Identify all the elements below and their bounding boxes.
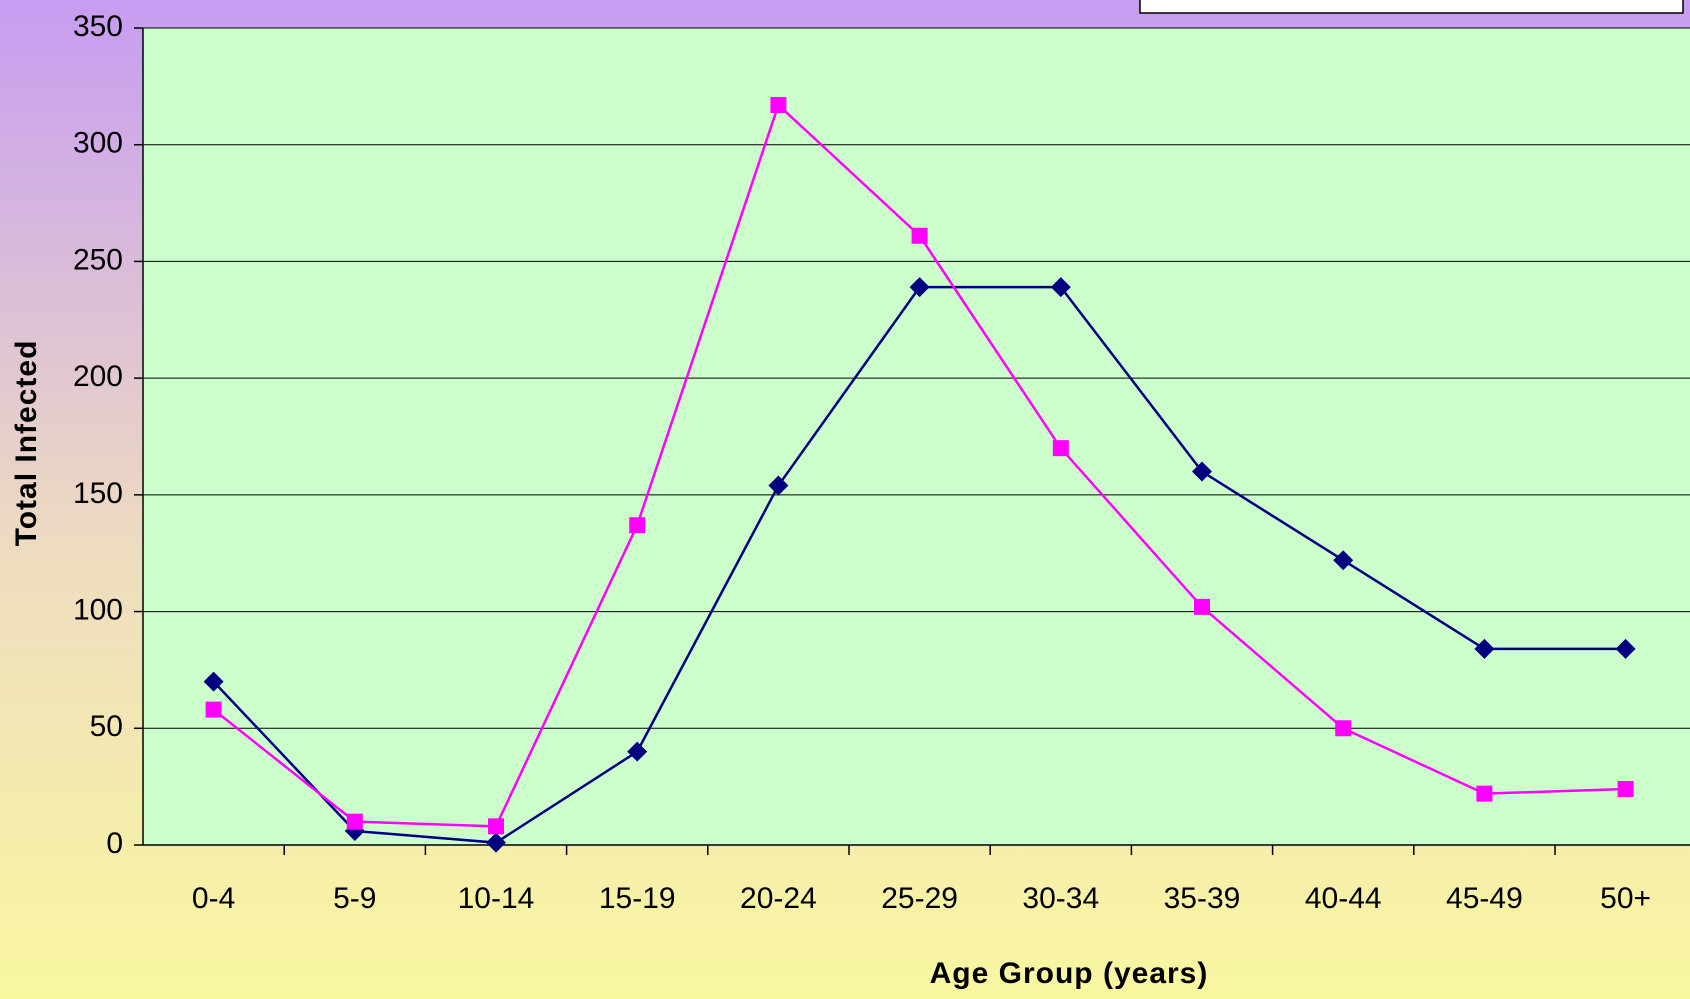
x-tick-label: 10-14 <box>458 882 535 915</box>
y-tick-label: 100 <box>73 593 123 626</box>
series-layer <box>203 97 1636 853</box>
x-tick-label: 30-34 <box>1022 882 1099 915</box>
marker-diamond <box>768 475 789 496</box>
marker-diamond <box>909 277 930 298</box>
y-tick-label: 50 <box>90 710 123 743</box>
y-tick-label: 0 <box>106 827 123 860</box>
marker-square <box>346 813 363 830</box>
legend-box <box>1139 0 1684 14</box>
x-tick-label: 40-44 <box>1305 882 1382 915</box>
y-tick-label: 200 <box>73 360 123 393</box>
x-tick-label: 0-4 <box>192 882 235 915</box>
marker-square <box>1052 440 1069 457</box>
plot-area <box>143 28 1690 845</box>
marker-diamond <box>1192 461 1212 482</box>
marker-square <box>770 97 787 114</box>
marker-diamond <box>1333 550 1354 571</box>
x-tick-label: 25-29 <box>881 882 958 915</box>
x-tick-label: 35-39 <box>1164 882 1241 915</box>
marker-diamond <box>1474 638 1495 659</box>
marker-square <box>1617 780 1634 797</box>
marker-square <box>1194 598 1210 615</box>
marker-diamond <box>1615 638 1636 659</box>
marker-square <box>911 227 928 244</box>
x-tick-label: 45-49 <box>1446 882 1523 915</box>
marker-square <box>1476 785 1493 802</box>
x-axis-title: Age Group (years) <box>930 957 1209 990</box>
marker-square <box>1335 720 1352 737</box>
marker-square <box>205 701 222 718</box>
marker-diamond <box>1050 277 1071 298</box>
x-tick-label: 50+ <box>1600 882 1651 915</box>
y-tick-label: 350 <box>73 10 123 43</box>
marker-square <box>629 517 646 534</box>
y-tick-label: 300 <box>73 127 123 160</box>
y-tick-label: 150 <box>73 477 123 510</box>
marker-square <box>488 818 504 835</box>
marker-diamond <box>627 741 648 762</box>
marker-diamond <box>203 671 224 692</box>
marker-diamond <box>486 832 506 853</box>
y-tick-label: 250 <box>73 243 123 276</box>
x-tick-label: 5-9 <box>333 882 376 915</box>
x-tick-label: 20-24 <box>740 882 817 915</box>
x-tick-label: 15-19 <box>599 882 676 915</box>
y-axis-title: Total Infected <box>10 340 43 547</box>
